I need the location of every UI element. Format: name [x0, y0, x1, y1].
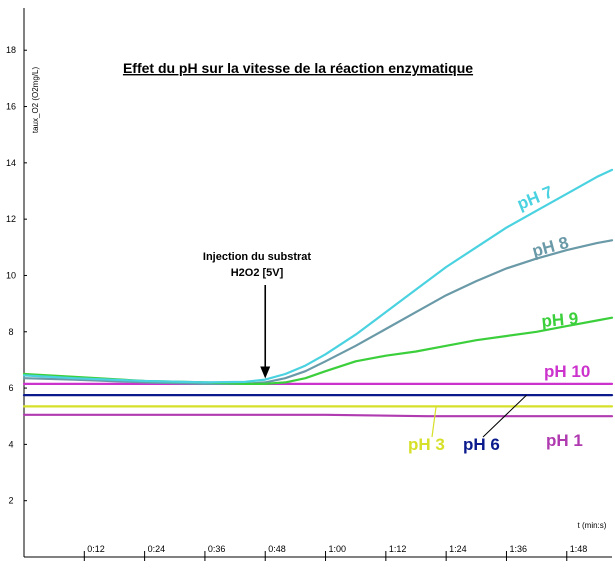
series-label-ph10: pH 10: [544, 362, 590, 381]
annotation-line-2: H2O2 [5V]: [231, 267, 284, 279]
x-tick-label: 0:36: [208, 544, 226, 554]
leader-line-ph6: [482, 394, 527, 438]
y-tick-label: 18: [6, 45, 16, 55]
y-tick-label: 10: [6, 270, 16, 280]
y-axis-label: taux_O2 (O2mg/L): [31, 67, 40, 134]
x-tick-label: 0:48: [268, 544, 286, 554]
y-tick-label: 4: [8, 439, 13, 449]
injection-annotation: Injection du substrat H2O2 [5V]: [203, 251, 312, 379]
x-axis-label: t (min:s): [578, 521, 607, 530]
annotation-line-1: Injection du substrat: [203, 251, 312, 263]
series-line-ph9: [22, 316, 614, 385]
axes: taux_O2 (O2mg/L) t (min:s): [23, 8, 612, 558]
series-label-ph3: pH 3: [408, 435, 445, 454]
chart-title: Effet du pH sur la vitesse de la réactio…: [123, 60, 473, 76]
series-label-ph9: pH 9: [541, 309, 579, 331]
x-tick-label: 1:00: [329, 544, 347, 554]
leader-line-ph3: [431, 406, 437, 438]
x-tick-label: 1:36: [509, 544, 527, 554]
x-tick-label: 0:24: [148, 544, 166, 554]
x-tick-label: 1:24: [449, 544, 467, 554]
series-label-ph8: pH 8: [530, 233, 571, 261]
ticks: 2 4 6 8 10 12 14 16 18 0:12 0:24 0:36 0:48 1:00 1:12 1:…: [6, 45, 587, 561]
x-tick-label: 0:12: [87, 544, 105, 554]
series-label-ph6: pH 6: [463, 435, 500, 454]
series-line-ph7: [22, 168, 614, 384]
y-tick-label: 14: [6, 158, 16, 168]
x-tick-label: 1:12: [389, 544, 407, 554]
y-tick-label: 12: [6, 214, 16, 224]
y-tick-label: 2: [8, 496, 13, 506]
y-tick-label: 6: [8, 383, 13, 393]
series-line-ph1: [22, 413, 614, 418]
y-tick-label: 8: [8, 327, 13, 337]
series-line-ph8: [22, 239, 614, 385]
series-label-ph7: pH 7: [514, 182, 555, 213]
y-tick-label: 16: [6, 102, 16, 112]
annotation-arrow-head: [260, 366, 271, 379]
series-labels: pH 7 pH 8 pH 9 pH 10 pH 6 pH 3 pH 1: [408, 182, 590, 454]
x-tick-label: 1:48: [570, 544, 588, 554]
series-label-ph1: pH 1: [546, 431, 583, 450]
series-lines: [22, 168, 614, 418]
